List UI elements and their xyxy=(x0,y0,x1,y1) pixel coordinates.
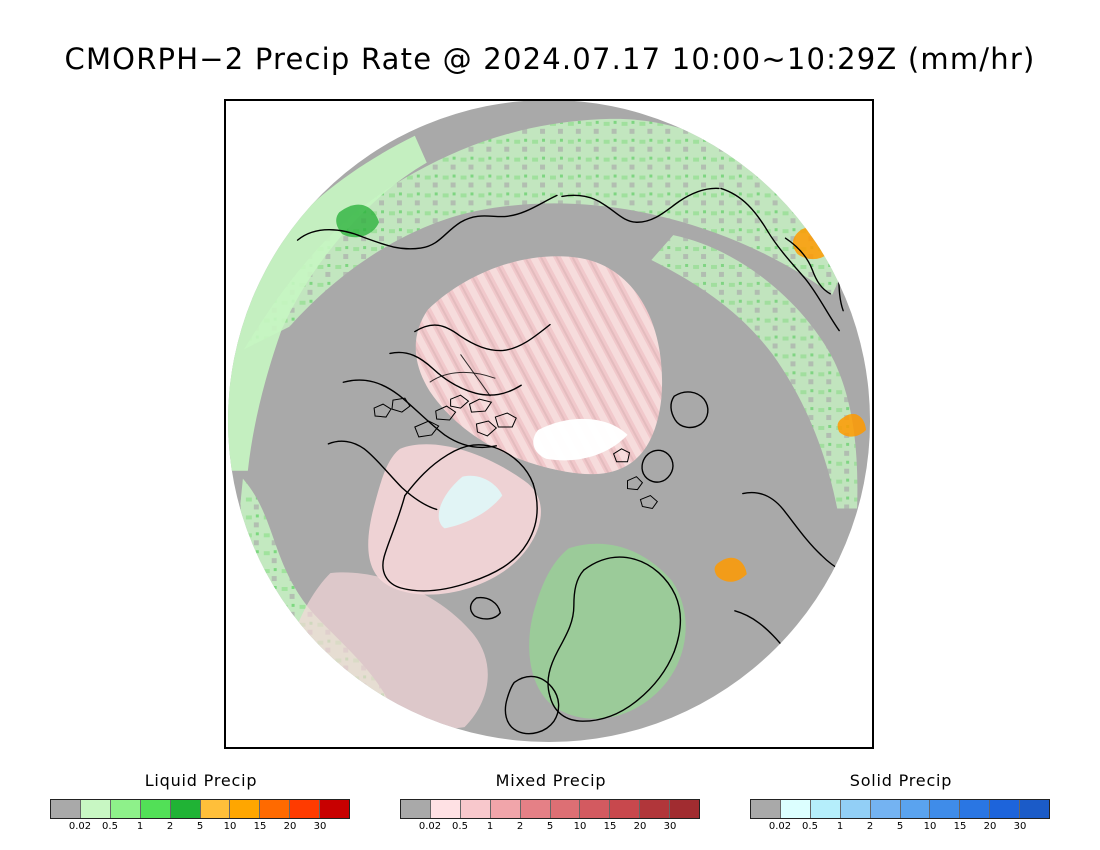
legend-liquid-bar xyxy=(50,799,350,819)
polar-white-area xyxy=(533,418,628,461)
legend-solid-swatch-2 xyxy=(780,800,811,818)
legend-liquid-swatch-7 xyxy=(230,800,261,818)
legend-liquid-swatch-1 xyxy=(51,800,81,818)
legend-mixed-swatch-7 xyxy=(580,800,611,818)
legend-mixed-label-5: 5 xyxy=(546,821,554,832)
legend-solid-label-6: 10 xyxy=(923,821,937,832)
legend-solid-swatch-9 xyxy=(990,800,1021,818)
legend-mixed-label-4: 2 xyxy=(516,821,524,832)
archipelago-outlines xyxy=(373,394,658,510)
legend-solid: Solid Precip 0.02 0.5 1 2 5 10 15 20 30 xyxy=(750,771,1052,839)
legend-mixed: Mixed Precip 0.02 0.5 1 2 5 10 15 20 30 xyxy=(400,771,702,839)
scandinavia-precip xyxy=(529,543,686,719)
legend-solid-swatch-5 xyxy=(870,800,901,818)
legend-solid-swatch-6 xyxy=(900,800,931,818)
legend-mixed-labels: 0.02 0.5 1 2 5 10 15 20 30 xyxy=(400,819,700,835)
north-precip-band xyxy=(243,118,851,350)
legend-solid-label-3: 1 xyxy=(836,821,844,832)
legend-mixed-swatch-5 xyxy=(520,800,551,818)
alaska-green-cell xyxy=(336,204,380,238)
legend-solid-title: Solid Precip xyxy=(849,771,953,790)
legend-liquid: Liquid Precip 0.02 0.5 1 2 5 10 15 20 30 xyxy=(50,771,352,839)
legend-mixed-label-6: 10 xyxy=(573,821,587,832)
northwest-precip xyxy=(227,135,427,471)
legend-liquid-label-2: 0.5 xyxy=(102,821,118,832)
arctic-mixed-precip xyxy=(415,256,663,475)
legend-liquid-label-1: 0.02 xyxy=(68,821,92,832)
legend-liquid-title: Liquid Precip xyxy=(144,771,258,790)
chart-title: CMORPH−2 Precip Rate @ 2024.07.17 10:00∼… xyxy=(64,42,1036,76)
east-precip-band xyxy=(651,235,858,509)
dateline-marker xyxy=(460,354,491,397)
legend-mixed-swatch-8 xyxy=(610,800,641,818)
legend-solid-bar xyxy=(750,799,1050,819)
legend-solid-label-9: 30 xyxy=(1013,821,1027,832)
legend-liquid-label-3: 1 xyxy=(136,821,144,832)
legend-mixed-label-7: 15 xyxy=(603,821,617,832)
legend-solid-swatch-3 xyxy=(810,800,841,818)
legend-solid-swatch-1 xyxy=(751,800,781,818)
legend-solid-label-2: 0.5 xyxy=(802,821,818,832)
legend-solid-swatch-4 xyxy=(840,800,871,818)
map-content xyxy=(227,101,871,743)
legend-mixed-swatch-3 xyxy=(460,800,491,818)
legend-mixed-label-8: 20 xyxy=(633,821,647,832)
legend-mixed-swatch-10 xyxy=(670,800,700,818)
legend-liquid-labels: 0.02 0.5 1 2 5 10 15 20 30 xyxy=(50,819,350,835)
atlantic-green-cell xyxy=(256,634,298,674)
legend-liquid-swatch-3 xyxy=(110,800,141,818)
legend-solid-swatch-7 xyxy=(930,800,961,818)
legend-liquid-label-7: 15 xyxy=(253,821,267,832)
legend-mixed-swatch-2 xyxy=(430,800,461,818)
legend-liquid-label-6: 10 xyxy=(223,821,237,832)
legend-solid-label-8: 20 xyxy=(983,821,997,832)
legend-solid-swatch-8 xyxy=(960,800,991,818)
legend-liquid-label-9: 30 xyxy=(313,821,327,832)
legend-mixed-label-1: 0.02 xyxy=(418,821,442,832)
polar-map-svg xyxy=(227,101,871,743)
scandinavia-orange-cell xyxy=(714,557,747,582)
legend-liquid-swatch-8 xyxy=(260,800,291,818)
legend-liquid-label-5: 5 xyxy=(196,821,204,832)
legend-liquid-swatch-5 xyxy=(170,800,201,818)
legend-liquid-swatch-10 xyxy=(320,800,350,818)
legend-solid-swatch-10 xyxy=(1020,800,1050,818)
legend-liquid-swatch-9 xyxy=(290,800,321,818)
legend-mixed-swatch-9 xyxy=(640,800,671,818)
legend-liquid-swatch-6 xyxy=(200,800,231,818)
legend-mixed-swatch-1 xyxy=(401,800,431,818)
legend-liquid-label-8: 20 xyxy=(283,821,297,832)
legend-liquid-swatch-4 xyxy=(140,800,171,818)
legend-solid-label-5: 5 xyxy=(896,821,904,832)
legend-mixed-swatch-4 xyxy=(490,800,521,818)
polar-precip-map[interactable] xyxy=(224,99,874,749)
legend-mixed-label-3: 1 xyxy=(486,821,494,832)
greenland-snow xyxy=(438,475,503,529)
legend-liquid-label-4: 2 xyxy=(166,821,174,832)
legend-solid-label-4: 2 xyxy=(866,821,874,832)
meridian-line xyxy=(429,371,496,383)
legend-mixed-label-9: 30 xyxy=(663,821,677,832)
legend-mixed-bar xyxy=(400,799,700,819)
east-orange-cell xyxy=(837,413,867,437)
legend-solid-label-1: 0.02 xyxy=(768,821,792,832)
legend-mixed-swatch-6 xyxy=(550,800,581,818)
legend-solid-label-7: 15 xyxy=(953,821,967,832)
legend-mixed-label-2: 0.5 xyxy=(452,821,468,832)
legend-mixed-title: Mixed Precip xyxy=(495,771,607,790)
legend-liquid-swatch-2 xyxy=(80,800,111,818)
legend-solid-labels: 0.02 0.5 1 2 5 10 15 20 30 xyxy=(750,819,1050,835)
